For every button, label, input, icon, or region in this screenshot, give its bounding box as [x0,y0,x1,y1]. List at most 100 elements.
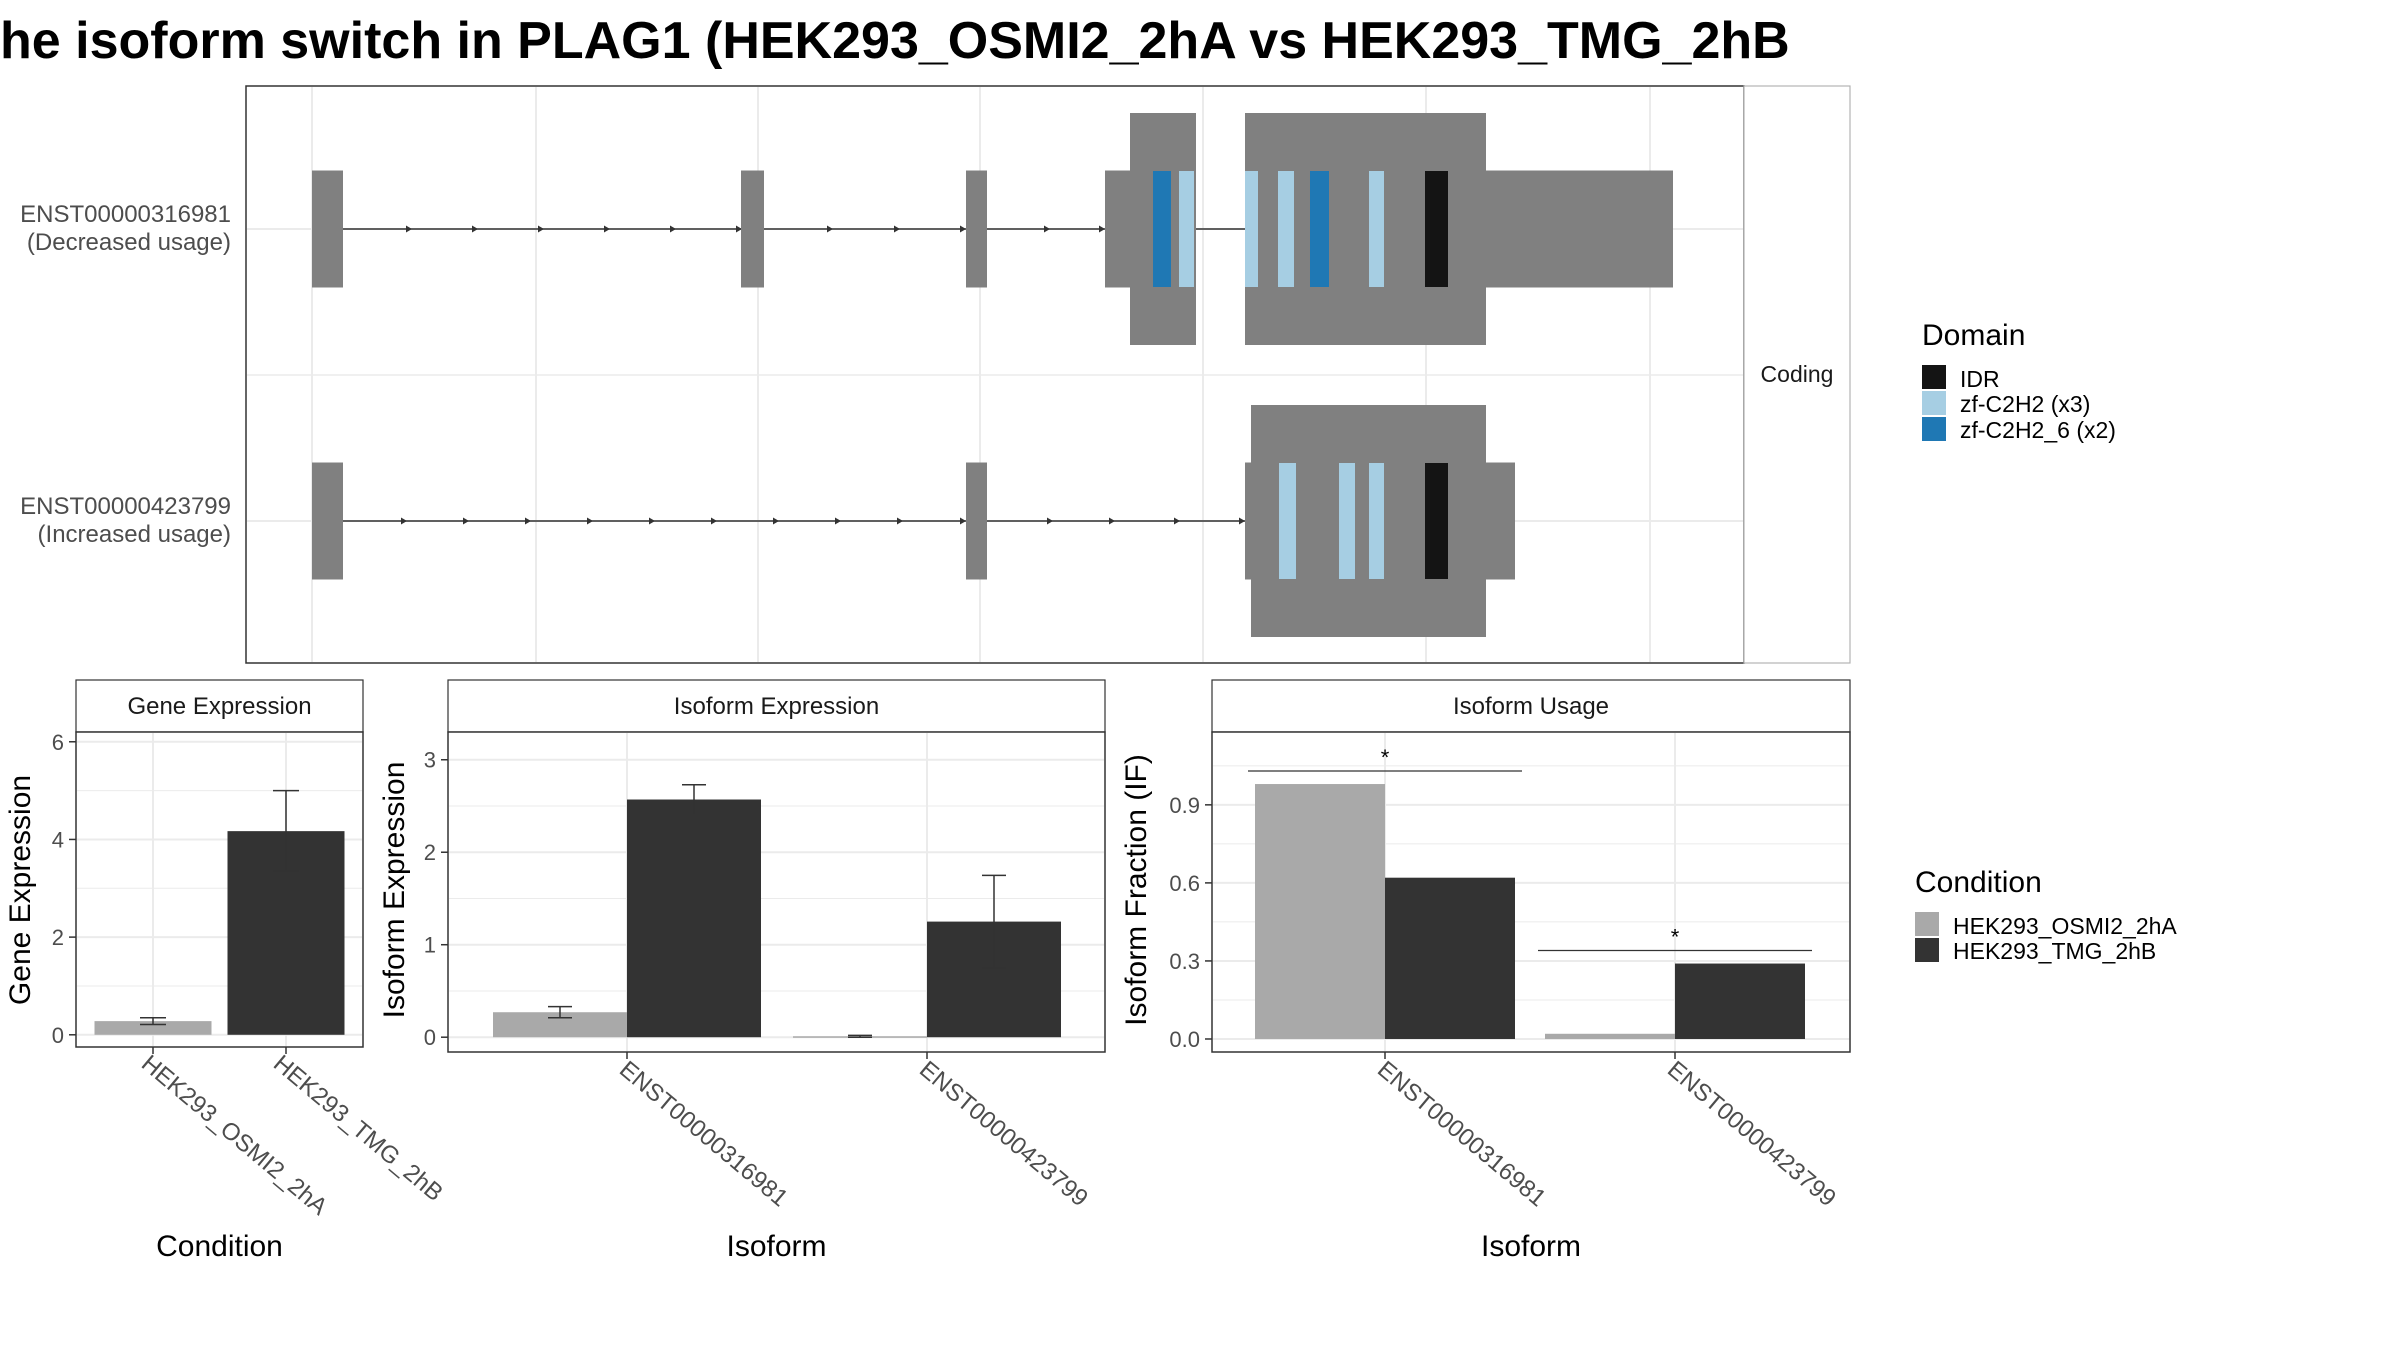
isoform-label-1-id: ENST00000316981 [20,201,231,228]
exon-block [1486,462,1515,580]
bar [627,799,761,1038]
x-tick-label: ENST00000316981 [1372,1056,1551,1212]
x-tick-label: ENST00000423799 [1662,1056,1841,1212]
condition-legend-title: Condition [1915,866,2042,899]
domain-block [1245,171,1258,287]
exon-block [966,462,987,580]
exon-block [312,170,343,288]
domain-legend-title: Domain [1922,319,2025,352]
figure-title: he isoform switch in PLAG1 (HEK293_OSMI2… [0,12,1790,70]
domain-block [1310,171,1329,287]
strand-arrow [525,517,531,525]
bar [1545,1033,1675,1039]
isoform-usage-x-label: Isoform [1481,1230,1581,1263]
domain-block [1153,171,1171,287]
strand-arrow [604,225,610,233]
isoform-usage-strip: Isoform Usage [1453,693,1609,720]
gene-expression-y-ticks: 0 2 4 6 [52,730,287,1054]
strand-arrow [1047,517,1053,525]
strand-arrow [538,225,544,233]
isoform-usage-y-label: Isoform Fraction (IF) [1120,754,1153,1026]
legend-swatch-cond-a [1915,912,1939,936]
isoform-expression-y-ticks: 0 1 2 3 [424,748,928,1059]
exon-block [312,462,343,580]
y-tick-label: 0.0 [1169,1027,1200,1052]
isoform-label-1-note: (Decreased usage) [27,229,231,256]
strand-arrow [711,517,717,525]
isoform-usage-x-ticks: ENST00000316981 ENST00000423799 [1372,1056,1841,1212]
bar [94,1021,212,1035]
isoform-usage-panel: Isoform Usage ** 0.00.30.60.9 ENST000003… [1120,679,1851,1263]
strand-arrow [1239,517,1245,525]
domain-block [1369,463,1384,579]
y-tick-label: 0.3 [1169,949,1200,974]
strand-arrow [463,517,469,525]
isoform-expression-bars [493,783,1061,1038]
strand-arrow [960,517,966,525]
isoform-expression-x-ticks: ENST00000316981 ENST00000423799 [614,1056,1093,1212]
strand-arrow [406,225,412,233]
isoform-expression-strip: Isoform Expression [674,693,879,720]
legend-label-zf-c2h2: zf-C2H2 (x3) [1960,391,2090,417]
y-tick-label: 0 [424,1025,436,1050]
gene-expression-bars [94,789,345,1035]
bar [1385,877,1515,1039]
strand-arrow [736,225,742,233]
y-tick-label: 2 [424,840,436,865]
strand-arrow [1174,517,1180,525]
strand-arrow [835,517,841,525]
strand-arrow [1044,225,1050,233]
condition-legend: Condition HEK293_OSMI2_2hA HEK293_TMG_2h… [1915,866,2177,964]
gene-expression-x-label: Condition [156,1230,283,1263]
strand-arrow [1109,517,1115,525]
isoform-1-structure [312,113,1673,345]
x-tick-label: ENST00000423799 [914,1056,1093,1212]
isoform-expression-y-label: Isoform Expression [378,762,411,1019]
strand-arrow [649,517,655,525]
isoform-usage-bars: ** [1248,745,1812,1039]
isoform-label-2-note: (Increased usage) [38,521,231,548]
significance-label: * [1671,925,1680,950]
domain-block [1339,463,1355,579]
strand-arrow [897,517,903,525]
strand-arrow [894,225,900,233]
bar [1675,963,1805,1039]
strand-arrow [587,517,593,525]
bar [1255,784,1385,1039]
y-tick-label: 3 [424,748,436,773]
exon-block [741,170,764,288]
domain-block [1369,171,1384,287]
domain-block [1278,171,1294,287]
x-tick-label: ENST00000316981 [614,1056,793,1212]
legend-swatch-idr [1922,365,1946,389]
legend-label-zf-c2h2-6: zf-C2H2_6 (x2) [1960,417,2116,443]
strand-arrow [472,225,478,233]
gene-expression-strip: Gene Expression [127,693,311,720]
strand-arrow [827,225,833,233]
y-tick-label: 4 [52,827,64,852]
isoform-2-structure [312,405,1515,637]
exon-block [1105,170,1130,288]
legend-swatch-zf-c2h2-6 [1922,417,1946,441]
gene-expression-y-label: Gene Expression [4,775,37,1005]
legend-swatch-zf-c2h2 [1922,391,1946,415]
domain-legend: Domain IDR zf-C2H2 (x3) zf-C2H2_6 (x2) [1922,319,2116,443]
strand-arrow [1099,225,1105,233]
gene-expression-x-ticks: HEK293_OSMI2_2hA HEK293_TMG_2hB [136,1050,448,1221]
y-tick-label: 6 [52,730,64,755]
exon-block [1486,170,1673,288]
y-tick-label: 1 [424,933,436,958]
y-tick-label: 2 [52,925,64,950]
y-tick-label: 0.9 [1169,793,1200,818]
y-tick-label: 0.6 [1169,871,1200,896]
domain-block [1279,463,1296,579]
isoform-usage-y-ticks: 0.0 0.3 0.6 0.9 [1169,793,1676,1059]
domain-block [1425,463,1448,579]
significance-label: * [1381,745,1390,770]
isoform-label-2-id: ENST00000423799 [20,493,231,520]
strand-arrow [401,517,407,525]
legend-label-idr: IDR [1960,366,2000,392]
strand-arrow [773,517,779,525]
transcript-structure-panel: Coding ENST00000316981 (Decreased usage)… [20,85,1851,664]
